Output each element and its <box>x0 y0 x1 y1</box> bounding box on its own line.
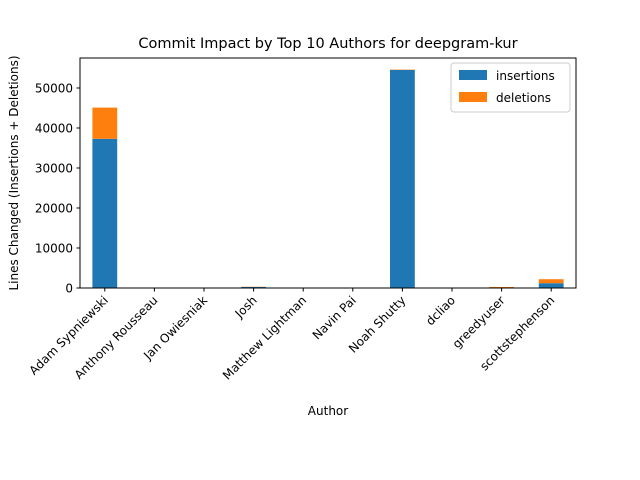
y-axis-title: Lines Changed (Insertions + Deletions) <box>7 55 21 290</box>
legend-label-deletions: deletions <box>496 91 551 105</box>
bar-insertions-9 <box>538 283 564 288</box>
x-axis-title: Author <box>308 404 348 418</box>
legend-swatch-deletions <box>459 92 487 102</box>
bar-insertions-6 <box>390 70 415 288</box>
bar-insertions-0 <box>92 138 118 288</box>
bar-deletions-9 <box>538 279 564 284</box>
y-tick-label: 40000 <box>35 122 73 136</box>
y-tick-label: 10000 <box>35 242 73 256</box>
chart-title: Commit Impact by Top 10 Authors for deep… <box>138 36 517 52</box>
y-tick-label: 30000 <box>35 162 73 176</box>
y-tick-label: 0 <box>65 282 73 296</box>
bar-deletions-8 <box>489 286 514 288</box>
y-tick-label: 20000 <box>35 202 73 216</box>
legend-label-insertions: insertions <box>496 69 555 83</box>
bars-group <box>92 69 564 288</box>
y-tick-label: 50000 <box>35 82 73 96</box>
legend-swatch-insertions <box>459 70 487 80</box>
plot-area-frame <box>79 57 577 289</box>
y-axis: 0 10000 20000 30000 40000 50000 <box>35 82 80 296</box>
legend: insertions deletions <box>450 62 571 113</box>
bar-deletions-0 <box>92 107 118 139</box>
